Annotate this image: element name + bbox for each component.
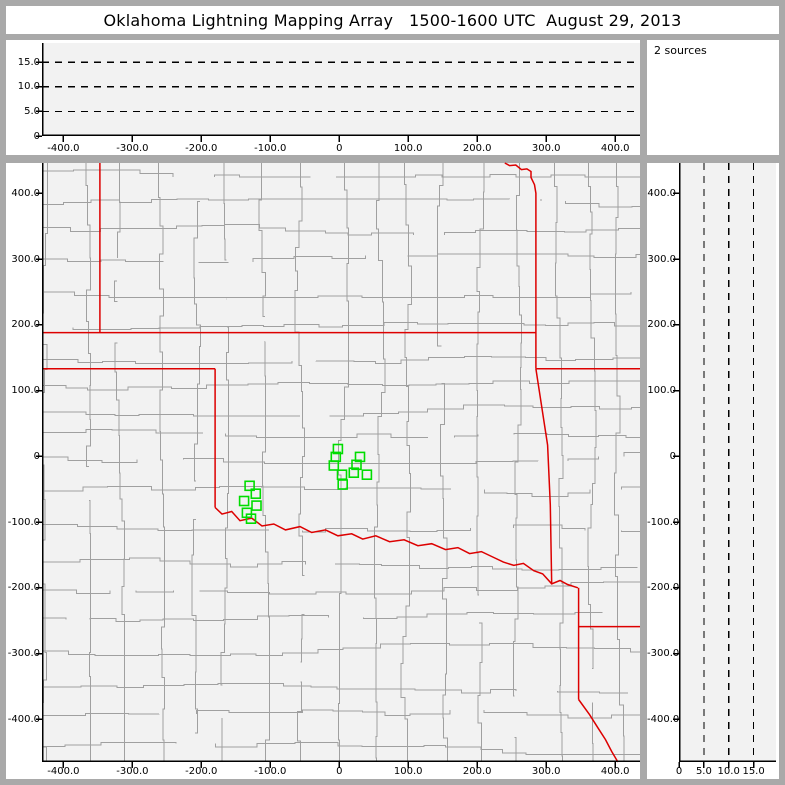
- lma-station-marker: [251, 500, 262, 511]
- altitude-ns-chart: [673, 163, 776, 768]
- tick-label: 5.0: [24, 105, 40, 117]
- tick-label: 200.0: [11, 319, 40, 331]
- sources-panel: 2 sources: [647, 40, 779, 155]
- tick-label: 10.0: [17, 81, 40, 93]
- lma-station-marker: [354, 451, 366, 463]
- tick-label: 100.0: [393, 766, 423, 777]
- altitude-ew-axes: [36, 43, 640, 142]
- altitude-ew-panel: 0 5.0 10.0 15.0 -400.0 -300.0 -200.0 -100.0 0 100…: [6, 40, 640, 155]
- missouri-west-line-border: [504, 162, 537, 369]
- tick-label: -100.0: [254, 766, 287, 777]
- plan-view-plot: [36, 162, 640, 768]
- tick-label: -200.0: [185, 766, 218, 777]
- lma-station-marker: [351, 459, 362, 471]
- tick-label: 200.0: [462, 143, 492, 154]
- lma-station-marker: [245, 513, 257, 525]
- altitude-reference-lines: [703, 163, 755, 762]
- altitude-ns-axes: [673, 163, 776, 768]
- lma-station-marker: [244, 480, 255, 492]
- tick-label: 5.0: [695, 766, 712, 777]
- tick-label: -300.0: [116, 143, 149, 154]
- page-title: Oklahoma Lightning Mapping Array 1500-16…: [103, 10, 682, 30]
- tick-label: 15.0: [742, 766, 765, 777]
- tick-label: 200.0: [462, 766, 492, 777]
- tick-label: -100.0: [7, 516, 40, 528]
- tick-label: 100.0: [647, 385, 676, 396]
- tick-label: 100.0: [11, 385, 40, 396]
- tick-label: -400.0: [47, 766, 80, 777]
- tick-label: 0: [33, 450, 40, 462]
- tick-label: 400.0: [600, 143, 630, 154]
- lma-station-marker: [361, 469, 373, 481]
- oklahoma-arkansas-line-border: [535, 368, 553, 585]
- tick-label: 300.0: [531, 143, 561, 154]
- tick-label: -400.0: [647, 713, 680, 725]
- tick-label: 0: [33, 130, 40, 142]
- altitude-ew-chart: [36, 43, 640, 142]
- tick-label: -400.0: [47, 143, 80, 154]
- tick-label: -200.0: [7, 582, 40, 594]
- tick-label: -300.0: [7, 648, 40, 659]
- altitude-ns-plot: [673, 163, 776, 768]
- tick-label: 400.0: [11, 187, 40, 199]
- tick-label: 300.0: [647, 253, 676, 265]
- tick-label: -400.0: [7, 713, 40, 725]
- tick-label: 300.0: [11, 253, 40, 265]
- altitude-reference-lines: [42, 61, 640, 113]
- tick-label: -300.0: [116, 766, 149, 777]
- lma-station-marker: [250, 488, 262, 500]
- tick-label: -100.0: [254, 143, 287, 154]
- lma-station-marker: [337, 479, 349, 490]
- tick-label: 400.0: [647, 187, 676, 199]
- tick-label: -200.0: [647, 582, 680, 594]
- tick-label: 0: [675, 766, 683, 777]
- altitude-ew-plot: [36, 43, 640, 142]
- state-borders: [42, 162, 640, 763]
- title-bar: Oklahoma Lightning Mapping Array 1500-16…: [6, 6, 779, 34]
- sources-count-label: 2 sources: [654, 44, 707, 57]
- lma-stations: [238, 443, 373, 525]
- tick-label: 200.0: [647, 319, 676, 331]
- lma-station-marker: [348, 467, 360, 479]
- tick-label: 15.0: [17, 56, 40, 68]
- tick-label: 10.0: [717, 766, 740, 777]
- map-axes: [36, 163, 640, 768]
- altitude-ns-panel: 400.0 300.0 200.0 100.0 0 -100.0 -200.0 -300.0 -…: [647, 163, 779, 779]
- lma-station-marker: [238, 495, 250, 507]
- tick-label: -100.0: [647, 516, 680, 528]
- tick-label: 0: [336, 766, 343, 777]
- tick-label: 300.0: [531, 766, 561, 777]
- county-lines: [42, 163, 640, 762]
- tick-label: 100.0: [393, 143, 423, 154]
- tick-label: 0: [336, 143, 343, 154]
- lma-station-marker: [332, 443, 344, 455]
- tick-label: -200.0: [185, 143, 218, 154]
- tick-label: 400.0: [600, 766, 630, 777]
- plan-view-map: [36, 162, 640, 768]
- tick-label: 0: [669, 450, 676, 462]
- lma-station-marker: [328, 460, 340, 471]
- texas-louisiana-line-border: [577, 699, 619, 763]
- tick-label: -300.0: [647, 648, 680, 659]
- red-river-border: [214, 506, 579, 589]
- plan-view-panel: 400.0 300.0 200.0 100.0 0 -100.0 -200.0 -300.0 -…: [6, 162, 640, 779]
